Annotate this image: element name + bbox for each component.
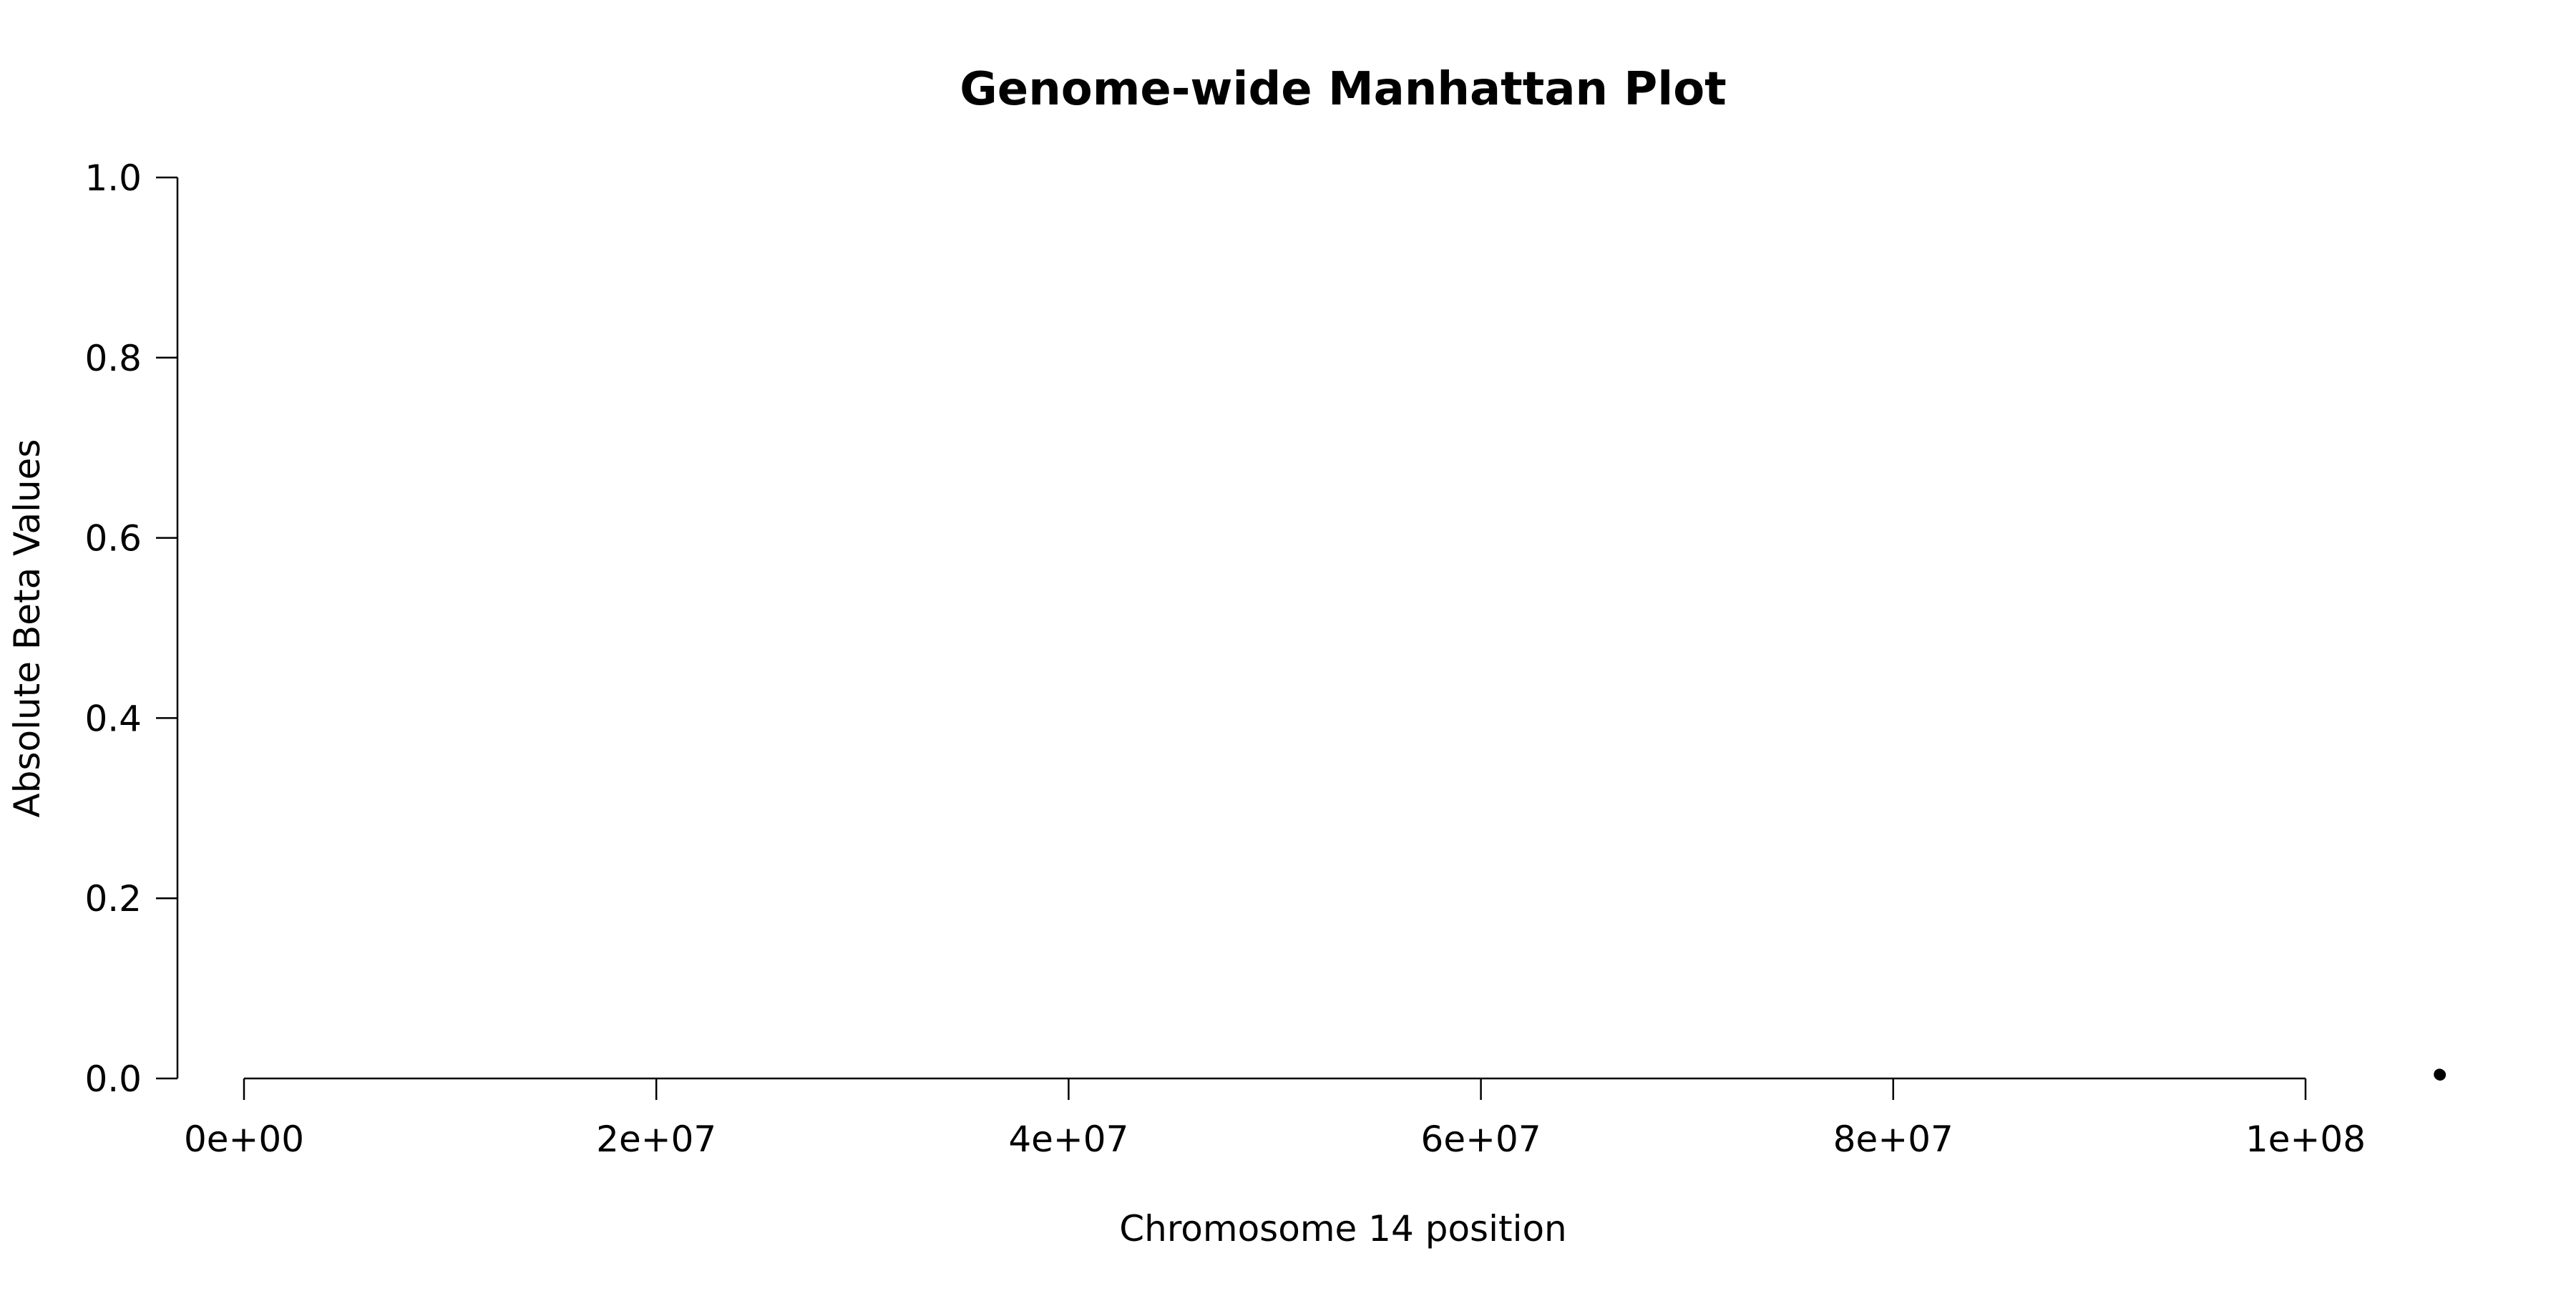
x-tick-label: 2e+07 <box>596 1119 716 1160</box>
x-tick-label: 6e+07 <box>1421 1119 1541 1160</box>
x-axis: 0e+00 2e+07 4e+07 6e+07 8e+07 1e+08 <box>184 1077 2366 1160</box>
chart-title: Genome-wide Manhattan Plot <box>960 63 1727 116</box>
y-tick-label: 0.8 <box>84 338 142 379</box>
y-axis: 0.0 0.2 0.4 0.6 0.8 1.0 <box>84 157 179 1100</box>
data-points <box>2434 1068 2446 1081</box>
y-tick-label: 0.0 <box>84 1058 142 1100</box>
y-tick-label: 0.4 <box>84 698 142 739</box>
x-tick-label: 4e+07 <box>1008 1119 1128 1160</box>
data-point <box>2434 1068 2446 1081</box>
y-axis-label: Absolute Beta Values <box>6 439 48 818</box>
x-axis-label: Chromosome 14 position <box>1119 1208 1567 1249</box>
y-tick-label: 0.2 <box>84 878 142 920</box>
x-tick-label: 8e+07 <box>1833 1119 1953 1160</box>
y-tick-label: 1.0 <box>84 157 142 199</box>
x-tick-label: 1e+08 <box>2245 1119 2366 1160</box>
x-tick-label: 0e+00 <box>184 1119 304 1160</box>
y-tick-label: 0.6 <box>84 518 142 560</box>
